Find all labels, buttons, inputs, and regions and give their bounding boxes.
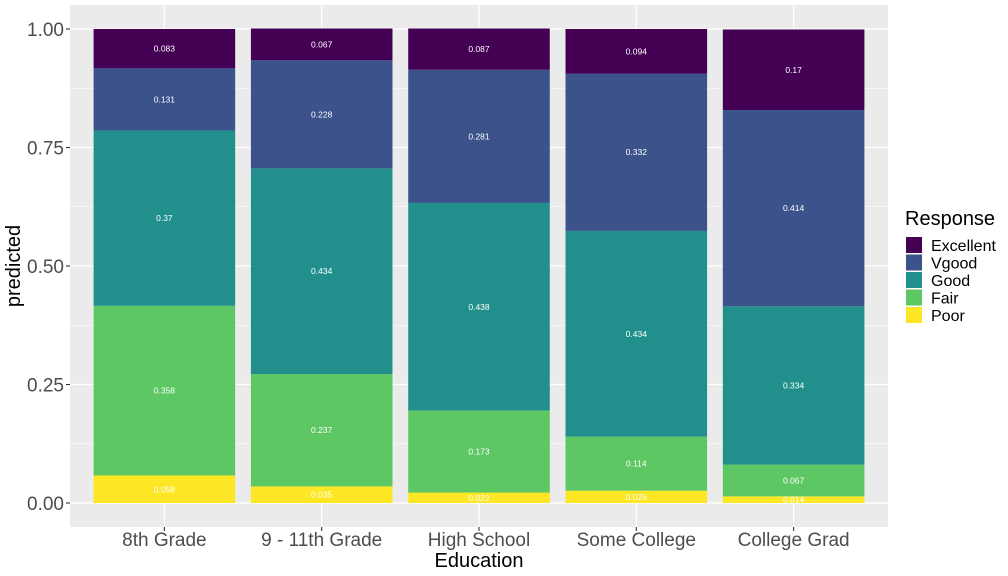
bar-vgood-1	[93, 68, 236, 131]
data-label: 0.438	[468, 302, 490, 312]
bar-good-2	[250, 168, 393, 375]
legend-label: Fair	[931, 291, 959, 308]
y-axis-title: predicted	[3, 225, 25, 307]
legend-label: Good	[931, 273, 970, 290]
bar-poor-3	[408, 492, 550, 503]
x-tick-label: Some College	[577, 530, 696, 551]
x-tick-label: 8th Grade	[122, 530, 207, 551]
data-label: 0.022	[468, 493, 490, 503]
data-label: 0.014	[783, 495, 805, 505]
bar-good-4	[565, 230, 708, 437]
bar-fair-5	[722, 464, 865, 497]
data-label: 0.281	[468, 131, 490, 141]
data-label: 0.058	[154, 484, 176, 494]
data-label: 0.434	[626, 329, 648, 339]
y-tick-label: 0.75	[27, 139, 64, 160]
bar-fair-4	[565, 436, 708, 491]
bar-vgood-2	[250, 60, 393, 169]
y-axis: 0.00 0.25 0.50 0.75 1.00	[27, 20, 70, 515]
data-label: 0.37	[156, 213, 173, 223]
x-tick-label: 9 - 11th Grade	[261, 530, 382, 551]
bar-good-5	[722, 306, 865, 465]
y-tick-label: 0.00	[27, 494, 64, 515]
data-label: 0.083	[154, 44, 176, 54]
data-label: 0.035	[311, 490, 333, 500]
bar-fair-2	[250, 374, 393, 487]
bar-excellent-3	[408, 28, 550, 70]
legend-title: Response	[905, 208, 995, 230]
bar-excellent-2	[250, 28, 393, 61]
data-label: 0.358	[154, 386, 176, 396]
bar-vgood-3	[408, 69, 550, 203]
data-label: 0.067	[783, 475, 805, 485]
y-tick-label: 0.50	[27, 257, 64, 278]
legend-key-good	[906, 272, 922, 288]
x-axis-title: Education	[435, 550, 524, 572]
legend-label: Poor	[931, 308, 965, 325]
bar-excellent-4	[565, 29, 708, 74]
legend-key-excellent	[906, 237, 922, 253]
bar-excellent-1	[93, 29, 236, 69]
bar-poor-1	[93, 475, 236, 503]
y-tick-label: 1.00	[27, 20, 64, 41]
legend-key-vgood	[906, 254, 922, 271]
data-label: 0.228	[311, 109, 333, 119]
bar-vgood-4	[565, 73, 708, 231]
legend-key-poor	[906, 307, 922, 323]
bar-fair-1	[93, 305, 236, 476]
data-label: 0.334	[783, 380, 805, 390]
data-labels: 0.058 0.358 0.37 0.131 0.083 0.035 0.237 0.434 0…	[154, 39, 805, 504]
data-label: 0.131	[154, 94, 176, 104]
data-label: 0.094	[626, 46, 648, 56]
bar-poor-2	[250, 486, 393, 503]
bar-good-1	[93, 130, 236, 306]
x-tick-label: College Grad	[738, 530, 850, 551]
bar-poor-4	[565, 490, 708, 503]
legend-key-fair	[906, 289, 922, 306]
data-label: 0.026	[626, 492, 648, 502]
y-tick-label: 0.25	[27, 376, 64, 397]
legend-label: Excellent	[931, 238, 996, 255]
data-label: 0.332	[626, 147, 648, 157]
legend-label: Vgood	[931, 256, 977, 273]
bar-fair-3	[408, 410, 550, 493]
data-label: 0.414	[783, 203, 805, 213]
data-label: 0.114	[626, 459, 647, 469]
data-label: 0.434	[311, 266, 333, 276]
data-label: 0.087	[468, 44, 490, 54]
data-label: 0.067	[311, 39, 333, 49]
data-label: 0.173	[468, 447, 490, 457]
x-tick-label: High School	[428, 530, 530, 551]
bar-good-3	[408, 202, 550, 411]
bars	[93, 28, 865, 503]
data-label: 0.237	[311, 425, 333, 435]
bar-vgood-5	[722, 110, 865, 307]
bar-excellent-5	[722, 29, 865, 111]
bar-poor-5	[722, 496, 865, 503]
data-label: 0.17	[785, 65, 802, 75]
x-axis: 8th Grade 9 - 11th Grade High School Some C…	[122, 527, 850, 551]
